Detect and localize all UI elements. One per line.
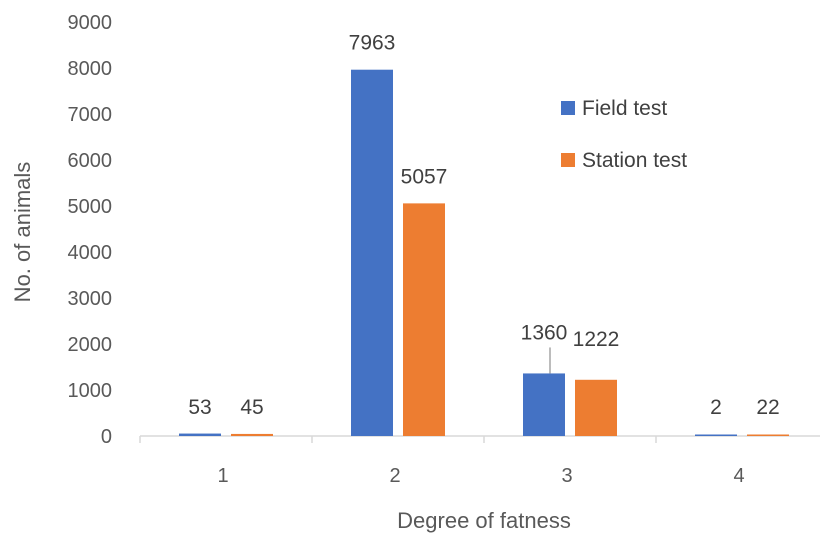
data-label: 7963 bbox=[349, 32, 396, 55]
y-tick-label: 0 bbox=[101, 426, 112, 448]
data-label: 5057 bbox=[401, 165, 448, 188]
y-tick-label: 5000 bbox=[68, 196, 113, 218]
x-tick-label: 3 bbox=[561, 465, 572, 487]
y-axis-title: No. of animals bbox=[10, 162, 35, 303]
data-label: 22 bbox=[756, 396, 779, 419]
x-tick-label: 2 bbox=[389, 465, 400, 487]
bar-station-test-3 bbox=[575, 379, 617, 436]
bar-field-test-3 bbox=[523, 373, 565, 436]
data-label: 45 bbox=[240, 396, 263, 419]
data-label: 2 bbox=[710, 396, 722, 419]
data-labels: 53 7963 1360 2 45 5057 1222 22 bbox=[188, 32, 779, 419]
bar-station-test-2 bbox=[403, 203, 445, 436]
legend-swatch bbox=[561, 153, 575, 167]
bar-field-test-2 bbox=[351, 69, 393, 437]
x-tick-label: 1 bbox=[217, 465, 228, 487]
legend-swatch bbox=[561, 101, 575, 115]
y-tick-label: 7000 bbox=[68, 104, 113, 126]
y-tick-label: 6000 bbox=[68, 150, 113, 172]
x-tick-label: 4 bbox=[733, 465, 744, 487]
data-label: 1360 bbox=[521, 321, 568, 344]
x-axis: 1 2 3 4 bbox=[139, 435, 820, 487]
bar-station-test-1 bbox=[231, 433, 273, 436]
bar-field-test-1 bbox=[179, 433, 221, 436]
data-label: 53 bbox=[188, 396, 211, 419]
bar-field-test-4 bbox=[695, 434, 737, 436]
legend: Field test Station test bbox=[561, 97, 687, 172]
y-tick-label: 2000 bbox=[68, 334, 113, 356]
y-tick-label: 8000 bbox=[68, 58, 113, 80]
bars bbox=[179, 69, 789, 437]
x-axis-title: Degree of fatness bbox=[397, 508, 571, 533]
y-axis-ticks: 0 1000 2000 3000 4000 5000 6000 7000 8000 9000 bbox=[68, 12, 113, 448]
y-tick-label: 3000 bbox=[68, 288, 113, 310]
legend-label: Field test bbox=[582, 97, 667, 120]
data-label: 1222 bbox=[573, 328, 620, 351]
bar-station-test-4 bbox=[747, 434, 789, 436]
y-tick-label: 1000 bbox=[68, 380, 113, 402]
y-tick-label: 4000 bbox=[68, 242, 113, 264]
y-tick-label: 9000 bbox=[68, 12, 113, 34]
legend-label: Station test bbox=[582, 149, 687, 172]
